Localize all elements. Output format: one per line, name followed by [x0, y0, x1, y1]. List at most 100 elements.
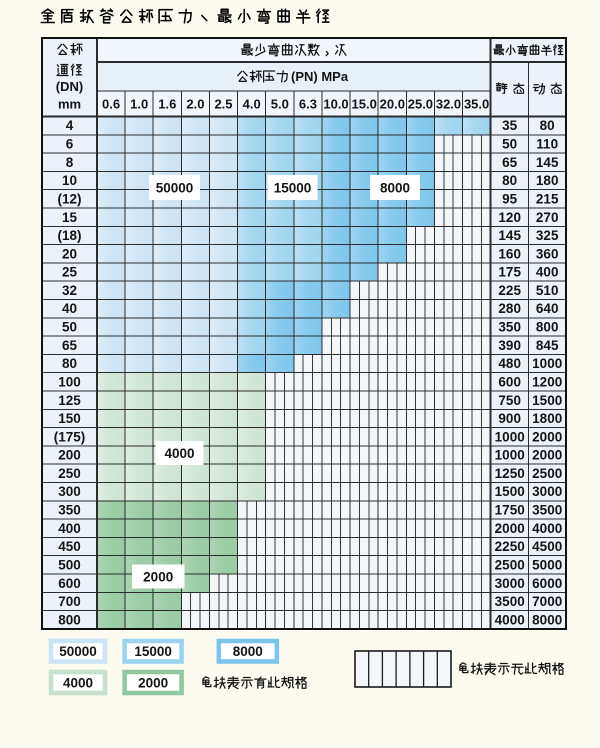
svg-text:15000: 15000 [134, 644, 172, 659]
svg-text:25: 25 [62, 265, 78, 280]
svg-text:600: 600 [58, 576, 81, 591]
svg-text:4000: 4000 [63, 675, 93, 690]
svg-text:200: 200 [58, 448, 81, 463]
svg-text:1500: 1500 [495, 484, 525, 499]
svg-text:360: 360 [536, 246, 559, 261]
svg-text:40: 40 [62, 301, 77, 316]
svg-text:1000: 1000 [532, 356, 562, 371]
svg-text:8000: 8000 [532, 612, 562, 627]
svg-text:180: 180 [536, 173, 559, 188]
svg-text:6000: 6000 [532, 576, 562, 591]
svg-text:640: 640 [536, 301, 559, 316]
svg-text:(18): (18) [57, 228, 81, 243]
svg-text:1250: 1250 [495, 466, 525, 481]
svg-text:(DN): (DN) [56, 79, 83, 94]
svg-text:2500: 2500 [495, 558, 525, 573]
svg-text:215: 215 [536, 191, 559, 206]
svg-text:32.0: 32.0 [436, 97, 461, 112]
svg-text:325: 325 [536, 228, 559, 243]
svg-text:3500: 3500 [495, 594, 525, 609]
svg-text:225: 225 [498, 283, 521, 298]
svg-text:145: 145 [498, 228, 521, 243]
svg-text:2.5: 2.5 [214, 97, 232, 112]
svg-text:160: 160 [498, 246, 521, 261]
svg-text:4.0: 4.0 [243, 97, 261, 112]
svg-text:800: 800 [536, 320, 559, 335]
svg-text:2000: 2000 [495, 521, 525, 536]
svg-text:8: 8 [66, 155, 74, 170]
svg-text:50000: 50000 [59, 644, 97, 659]
svg-text:1000: 1000 [495, 429, 525, 444]
svg-text:350: 350 [58, 503, 81, 518]
svg-text:175: 175 [498, 265, 521, 280]
svg-text:1500: 1500 [532, 393, 562, 408]
svg-text:65: 65 [502, 155, 518, 170]
svg-text:350: 350 [498, 320, 521, 335]
svg-text:1000: 1000 [495, 448, 525, 463]
svg-text:2000: 2000 [532, 448, 562, 463]
svg-text:3000: 3000 [495, 576, 525, 591]
svg-text:5.0: 5.0 [271, 97, 289, 112]
svg-text:15.0: 15.0 [352, 97, 377, 112]
svg-text:4: 4 [66, 118, 74, 133]
svg-text:15000: 15000 [274, 180, 312, 195]
svg-text:50: 50 [502, 137, 517, 152]
svg-text:300: 300 [58, 484, 81, 499]
svg-text:3500: 3500 [532, 503, 562, 518]
svg-text:400: 400 [536, 265, 559, 280]
svg-text:50000: 50000 [156, 180, 194, 195]
svg-text:600: 600 [498, 374, 521, 389]
svg-text:500: 500 [58, 558, 81, 573]
svg-text:4000: 4000 [532, 521, 562, 536]
svg-text:390: 390 [498, 338, 521, 353]
svg-text:4500: 4500 [532, 539, 562, 554]
svg-text:900: 900 [498, 411, 521, 426]
svg-text:1200: 1200 [532, 374, 562, 389]
svg-text:7000: 7000 [532, 594, 562, 609]
svg-text:20.0: 20.0 [380, 97, 405, 112]
svg-text:1800: 1800 [532, 411, 562, 426]
svg-text:150: 150 [58, 411, 81, 426]
svg-text:95: 95 [502, 191, 518, 206]
svg-text:2000: 2000 [138, 675, 168, 690]
svg-text:20: 20 [62, 246, 77, 261]
svg-text:80: 80 [540, 118, 555, 133]
svg-text:3000: 3000 [532, 484, 562, 499]
svg-text:(12): (12) [57, 191, 81, 206]
svg-text:8000: 8000 [380, 180, 410, 195]
svg-text:270: 270 [536, 210, 559, 225]
svg-text:10: 10 [62, 173, 77, 188]
svg-text:65: 65 [62, 338, 78, 353]
svg-text:400: 400 [58, 521, 81, 536]
svg-text:1.0: 1.0 [130, 97, 148, 112]
svg-text:450: 450 [58, 539, 81, 554]
svg-text:250: 250 [58, 466, 81, 481]
svg-text:0.6: 0.6 [102, 97, 120, 112]
svg-text:750: 750 [498, 393, 521, 408]
svg-text:10.0: 10.0 [323, 97, 348, 112]
svg-text:480: 480 [498, 356, 521, 371]
svg-text:15: 15 [62, 210, 78, 225]
svg-text:120: 120 [498, 210, 521, 225]
svg-text:6.3: 6.3 [299, 97, 317, 112]
svg-text:(PN) MPa: (PN) MPa [291, 69, 349, 84]
svg-text:35: 35 [502, 118, 518, 133]
svg-text:125: 125 [58, 393, 81, 408]
svg-text:2000: 2000 [143, 569, 173, 584]
svg-text:145: 145 [536, 155, 559, 170]
svg-text:4000: 4000 [495, 612, 525, 627]
svg-text:80: 80 [502, 173, 517, 188]
svg-text:50: 50 [62, 320, 77, 335]
svg-text:4000: 4000 [164, 446, 194, 461]
svg-text:2.0: 2.0 [186, 97, 204, 112]
svg-text:510: 510 [536, 283, 559, 298]
svg-text:5000: 5000 [532, 558, 562, 573]
svg-text:mm: mm [58, 97, 81, 112]
svg-text:2000: 2000 [532, 429, 562, 444]
svg-text:2500: 2500 [532, 466, 562, 481]
svg-text:(175): (175) [54, 429, 86, 444]
svg-text:25.0: 25.0 [408, 97, 433, 112]
svg-text:1.6: 1.6 [158, 97, 176, 112]
svg-text:845: 845 [536, 338, 559, 353]
svg-text:280: 280 [498, 301, 521, 316]
